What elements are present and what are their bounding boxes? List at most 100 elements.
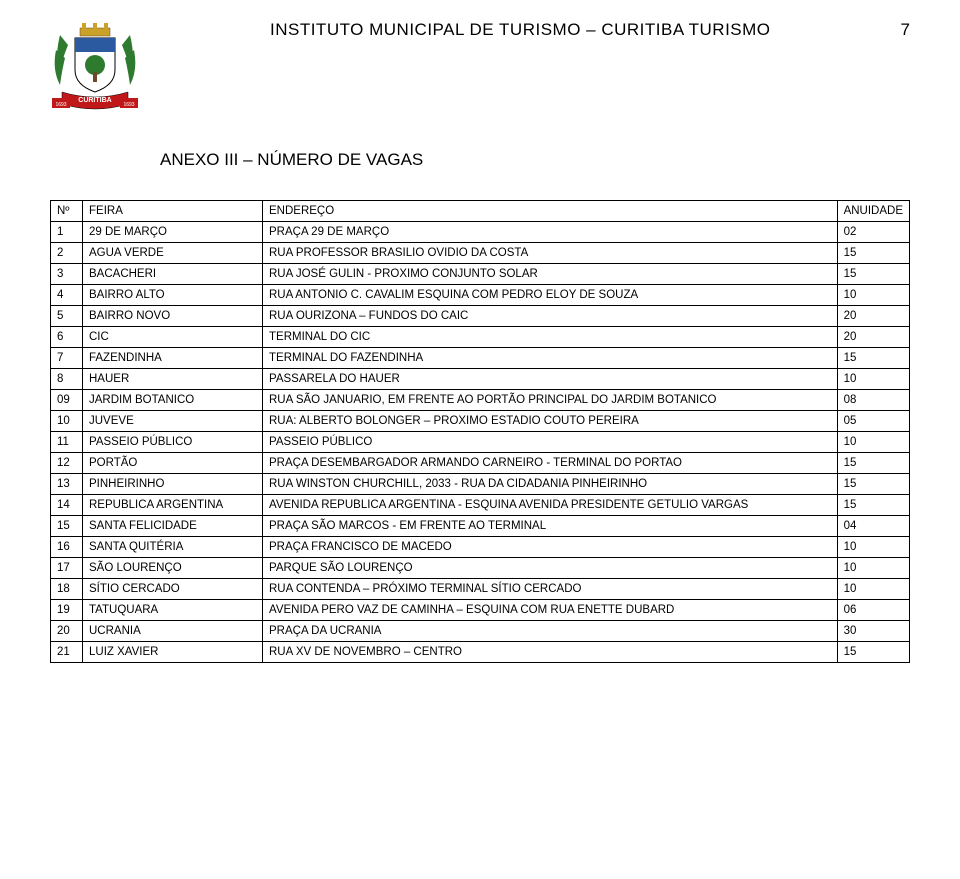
table-cell: JUVEVE: [83, 411, 263, 432]
table-cell: SÃO LOURENÇO: [83, 558, 263, 579]
table-cell: 18: [51, 579, 83, 600]
table-cell: 7: [51, 348, 83, 369]
table-cell: 05: [837, 411, 909, 432]
crest-logo: CURITIBA 1693 1693: [50, 20, 140, 120]
table-cell: 15: [837, 264, 909, 285]
table-cell: 10: [837, 579, 909, 600]
col-header-n: Nº: [51, 201, 83, 222]
table-cell: 10: [837, 432, 909, 453]
table-cell: PRAÇA SÃO MARCOS - EM FRENTE AO TERMINAL: [263, 516, 838, 537]
table-cell: TERMINAL DO FAZENDINHA: [263, 348, 838, 369]
table-body: 129 DE MARÇOPRAÇA 29 DE MARÇO022AGUA VER…: [51, 222, 910, 663]
table-cell: 10: [837, 558, 909, 579]
table-cell: SÍTIO CERCADO: [83, 579, 263, 600]
col-header-anuidade: ANUIDADE: [837, 201, 909, 222]
table-cell: TATUQUARA: [83, 600, 263, 621]
table-cell: PORTÃO: [83, 453, 263, 474]
table-cell: 15: [837, 243, 909, 264]
header-title: INSTITUTO MUNICIPAL DE TURISMO – CURITIB…: [160, 20, 881, 40]
table-row: 8HAUERPASSARELA DO HAUER10: [51, 369, 910, 390]
table-cell: FAZENDINHA: [83, 348, 263, 369]
table-cell: 20: [837, 306, 909, 327]
table-cell: BAIRRO ALTO: [83, 285, 263, 306]
table-row: 11PASSEIO PÚBLICOPASSEIO PÚBLICO10: [51, 432, 910, 453]
table-cell: AVENIDA REPUBLICA ARGENTINA - ESQUINA AV…: [263, 495, 838, 516]
table-cell: RUA WINSTON CHURCHILL, 2033 - RUA DA CID…: [263, 474, 838, 495]
table-cell: 21: [51, 642, 83, 663]
table-cell: 15: [837, 348, 909, 369]
table-cell: 8: [51, 369, 83, 390]
svg-text:1693: 1693: [123, 102, 134, 108]
table-cell: 6: [51, 327, 83, 348]
table-cell: RUA: ALBERTO BOLONGER – PROXIMO ESTADIO …: [263, 411, 838, 432]
table-row: 7FAZENDINHATERMINAL DO FAZENDINHA15: [51, 348, 910, 369]
table-cell: 19: [51, 600, 83, 621]
table-cell: PRAÇA FRANCISCO DE MACEDO: [263, 537, 838, 558]
page-header: CURITIBA 1693 1693 INSTITUTO MUNICIPAL D…: [50, 20, 910, 120]
section-title: ANEXO III – NÚMERO DE VAGAS: [160, 150, 910, 170]
table-cell: AGUA VERDE: [83, 243, 263, 264]
table-row: 18SÍTIO CERCADORUA CONTENDA – PRÓXIMO TE…: [51, 579, 910, 600]
table-cell: AVENIDA PERO VAZ DE CAMINHA – ESQUINA CO…: [263, 600, 838, 621]
table-cell: 17: [51, 558, 83, 579]
table-cell: 08: [837, 390, 909, 411]
table-cell: PRAÇA DA UCRANIA: [263, 621, 838, 642]
table-cell: 15: [837, 642, 909, 663]
svg-text:1693: 1693: [55, 102, 66, 108]
table-cell: SANTA QUITÉRIA: [83, 537, 263, 558]
table-cell: PRAÇA DESEMBARGADOR ARMANDO CARNEIRO - T…: [263, 453, 838, 474]
table-cell: PARQUE SÃO LOURENÇO: [263, 558, 838, 579]
table-cell: 30: [837, 621, 909, 642]
table-row: 12PORTÃOPRAÇA DESEMBARGADOR ARMANDO CARN…: [51, 453, 910, 474]
col-header-endereco: ENDEREÇO: [263, 201, 838, 222]
table-cell: RUA OURIZONA – FUNDOS DO CAIC: [263, 306, 838, 327]
table-cell: 10: [51, 411, 83, 432]
table-cell: 10: [837, 285, 909, 306]
table-cell: 14: [51, 495, 83, 516]
table-row: 4BAIRRO ALTORUA ANTONIO C. CAVALIM ESQUI…: [51, 285, 910, 306]
table-cell: 20: [837, 327, 909, 348]
table-cell: 09: [51, 390, 83, 411]
col-header-feira: FEIRA: [83, 201, 263, 222]
table-cell: RUA PROFESSOR BRASILIO OVIDIO DA COSTA: [263, 243, 838, 264]
table-row: 19TATUQUARAAVENIDA PERO VAZ DE CAMINHA –…: [51, 600, 910, 621]
table-row: 3BACACHERIRUA JOSÉ GULIN - PROXIMO CONJU…: [51, 264, 910, 285]
table-cell: PASSEIO PÚBLICO: [83, 432, 263, 453]
table-cell: 20: [51, 621, 83, 642]
table-cell: JARDIM BOTANICO: [83, 390, 263, 411]
table-row: 17SÃO LOURENÇOPARQUE SÃO LOURENÇO10: [51, 558, 910, 579]
table-cell: PASSEIO PÚBLICO: [263, 432, 838, 453]
table-cell: RUA XV DE NOVEMBRO – CENTRO: [263, 642, 838, 663]
table-cell: RUA JOSÉ GULIN - PROXIMO CONJUNTO SOLAR: [263, 264, 838, 285]
table-row: 14REPUBLICA ARGENTINAAVENIDA REPUBLICA A…: [51, 495, 910, 516]
table-cell: 15: [837, 495, 909, 516]
table-cell: 5: [51, 306, 83, 327]
table-row: 20UCRANIAPRAÇA DA UCRANIA30: [51, 621, 910, 642]
table-cell: BACACHERI: [83, 264, 263, 285]
table-cell: 11: [51, 432, 83, 453]
table-row: 15SANTA FELICIDADEPRAÇA SÃO MARCOS - EM …: [51, 516, 910, 537]
table-cell: TERMINAL DO CIC: [263, 327, 838, 348]
table-cell: 15: [51, 516, 83, 537]
svg-text:CURITIBA: CURITIBA: [78, 97, 111, 104]
table-cell: HAUER: [83, 369, 263, 390]
table-cell: 10: [837, 537, 909, 558]
page-number: 7: [901, 20, 910, 40]
table-cell: 06: [837, 600, 909, 621]
table-cell: RUA CONTENDA – PRÓXIMO TERMINAL SÍTIO CE…: [263, 579, 838, 600]
table-cell: CIC: [83, 327, 263, 348]
table-cell: 13: [51, 474, 83, 495]
crest-icon: CURITIBA 1693 1693: [50, 20, 140, 120]
table-row: 21LUIZ XAVIERRUA XV DE NOVEMBRO – CENTRO…: [51, 642, 910, 663]
table-cell: RUA ANTONIO C. CAVALIM ESQUINA COM PEDRO…: [263, 285, 838, 306]
table-cell: PRAÇA 29 DE MARÇO: [263, 222, 838, 243]
table-cell: 15: [837, 453, 909, 474]
table-row: 5BAIRRO NOVORUA OURIZONA – FUNDOS DO CAI…: [51, 306, 910, 327]
table-cell: 15: [837, 474, 909, 495]
table-row: 10JUVEVERUA: ALBERTO BOLONGER – PROXIMO …: [51, 411, 910, 432]
table-cell: 04: [837, 516, 909, 537]
table-cell: 1: [51, 222, 83, 243]
table-header-row: Nº FEIRA ENDEREÇO ANUIDADE: [51, 201, 910, 222]
table-row: 6CICTERMINAL DO CIC20: [51, 327, 910, 348]
table-cell: 3: [51, 264, 83, 285]
